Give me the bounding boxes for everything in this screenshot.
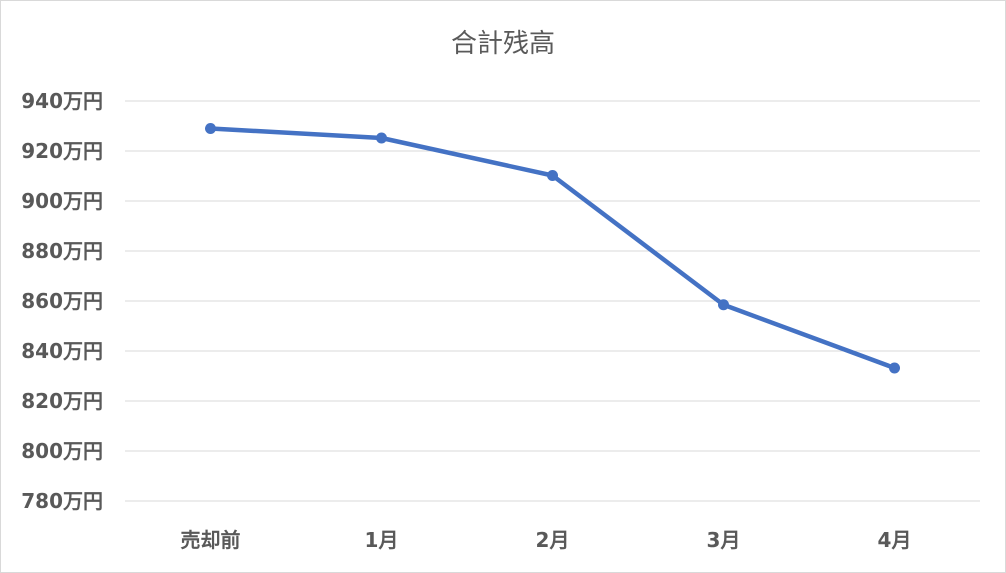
series xyxy=(205,123,900,374)
y-tick-label: 860万円 xyxy=(21,289,103,313)
gridlines xyxy=(125,100,980,502)
y-tick-label: 840万円 xyxy=(21,339,103,363)
y-tick-label: 920万円 xyxy=(21,139,103,163)
y-tick-label: 940万円 xyxy=(21,89,103,113)
series-line xyxy=(208,126,897,371)
data-point xyxy=(547,170,558,181)
chart-title: 合計残高 xyxy=(451,29,555,59)
y-tick-label: 780万円 xyxy=(21,489,103,513)
data-point xyxy=(718,299,729,311)
y-axis-tick-labels: 940万円 920万円 900万円 880万円 860万円 840万円 820万円 800万円… xyxy=(21,89,103,513)
x-tick-label: 売却前 xyxy=(181,528,241,552)
y-tick-label: 900万円 xyxy=(21,189,103,213)
data-point xyxy=(205,123,216,134)
data-point xyxy=(889,362,900,374)
x-tick-label: 2月 xyxy=(536,528,570,552)
y-tick-label: 800万円 xyxy=(21,439,103,463)
x-tick-label: 3月 xyxy=(707,528,741,552)
y-tick-label: 880万円 xyxy=(21,239,103,263)
data-point xyxy=(376,132,387,144)
x-tick-label: 4月 xyxy=(878,528,912,552)
y-tick-label: 820万円 xyxy=(21,389,103,413)
x-tick-label: 1月 xyxy=(365,528,399,552)
x-axis-tick-labels: 売却前 1月 2月 3月 4月 xyxy=(181,528,912,552)
